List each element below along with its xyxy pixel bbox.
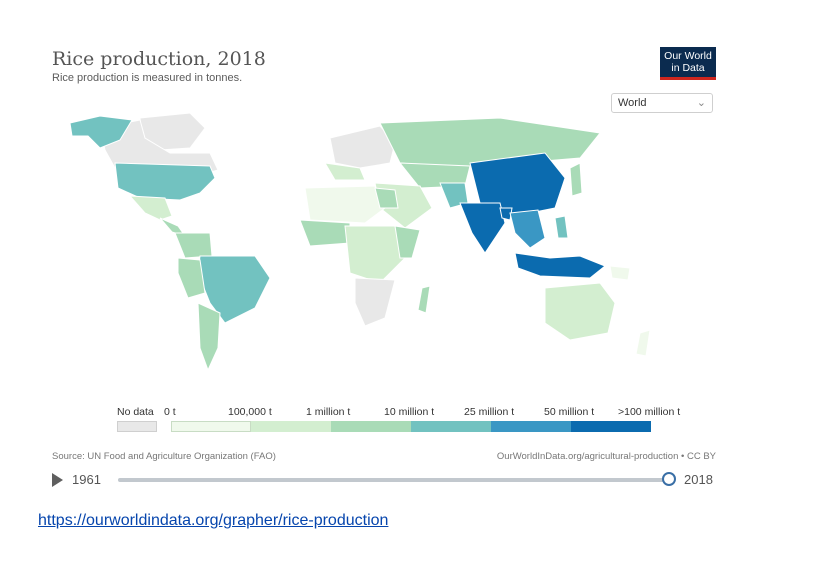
map-region-papua-new-guinea xyxy=(609,265,631,281)
region-select-value: World xyxy=(618,97,647,109)
timeline-end-year: 2018 xyxy=(684,472,713,487)
map-region-indonesia xyxy=(514,252,606,279)
legend-swatch-0[interactable] xyxy=(171,421,251,432)
legend-bin-label-2: 1 million t xyxy=(306,406,351,418)
legend-bin-label-3: 10 million t xyxy=(384,406,435,418)
map-region-east-africa xyxy=(394,225,421,259)
map-region-mexico xyxy=(128,195,173,221)
map-region-peru xyxy=(177,257,206,299)
map-region-bangladesh xyxy=(499,207,513,221)
map-region-alaska xyxy=(69,115,133,149)
world-map[interactable] xyxy=(60,108,660,378)
chevron-down-icon: ⌄ xyxy=(696,97,706,109)
timeline-start-year: 1961 xyxy=(72,472,101,487)
map-region-australia xyxy=(544,282,616,341)
timeline-track[interactable] xyxy=(118,478,670,482)
logo-line-2: in Data xyxy=(671,62,705,74)
legend-swatch-2[interactable] xyxy=(331,421,411,432)
map-region-philippines xyxy=(554,215,569,239)
map-region-west-africa xyxy=(299,219,351,247)
source-note: Source: UN Food and Agriculture Organiza… xyxy=(52,451,276,462)
legend-swatch-5[interactable] xyxy=(571,421,651,432)
map-region-usa xyxy=(114,162,216,201)
play-icon[interactable] xyxy=(52,473,63,487)
map-region-argentina xyxy=(197,302,221,372)
chart-title: Rice production, 2018 xyxy=(52,48,266,70)
map-region-india xyxy=(459,202,506,254)
legend-bin-label-5: 50 million t xyxy=(544,406,595,418)
timeline-handle[interactable] xyxy=(662,472,676,486)
legend-no-data-label: No data xyxy=(117,406,154,418)
region-select[interactable]: World ⌄ xyxy=(611,93,713,113)
map-region-egypt xyxy=(374,187,399,209)
legend-bin-label-1: 100,000 t xyxy=(228,406,272,418)
legend-no-data-swatch[interactable] xyxy=(117,421,157,432)
map-region-central-africa xyxy=(344,225,406,284)
chart-subtitle: Rice production is measured in tonnes. xyxy=(52,72,243,84)
map-region-madagascar xyxy=(417,285,431,314)
map-region-new-zealand xyxy=(635,329,651,357)
map-region-south-europe xyxy=(324,162,366,181)
legend-swatch-1[interactable] xyxy=(251,421,331,432)
map-region-southern-africa xyxy=(354,277,396,327)
source-url[interactable]: OurWorldInData.org/agricultural-producti… xyxy=(496,451,716,462)
map-region-north-africa xyxy=(304,185,386,224)
legend-bin-label-4: 25 million t xyxy=(464,406,515,418)
map-region-europe xyxy=(329,125,396,169)
map-region-japan xyxy=(569,162,583,197)
legend-bin-label-6: >100 million t xyxy=(618,406,681,418)
owid-logo[interactable]: Our World in Data xyxy=(660,47,716,80)
legend-swatch-4[interactable] xyxy=(491,421,571,432)
map-region-colombia xyxy=(174,232,213,259)
legend-bin-label-0: 0 t xyxy=(164,406,176,418)
grapher-link[interactable]: https://ourworldindata.org/grapher/rice-… xyxy=(38,512,389,529)
logo-line-1: Our World xyxy=(664,50,712,62)
legend-swatch-3[interactable] xyxy=(411,421,491,432)
map-region-mainland-se-asia xyxy=(509,209,546,249)
